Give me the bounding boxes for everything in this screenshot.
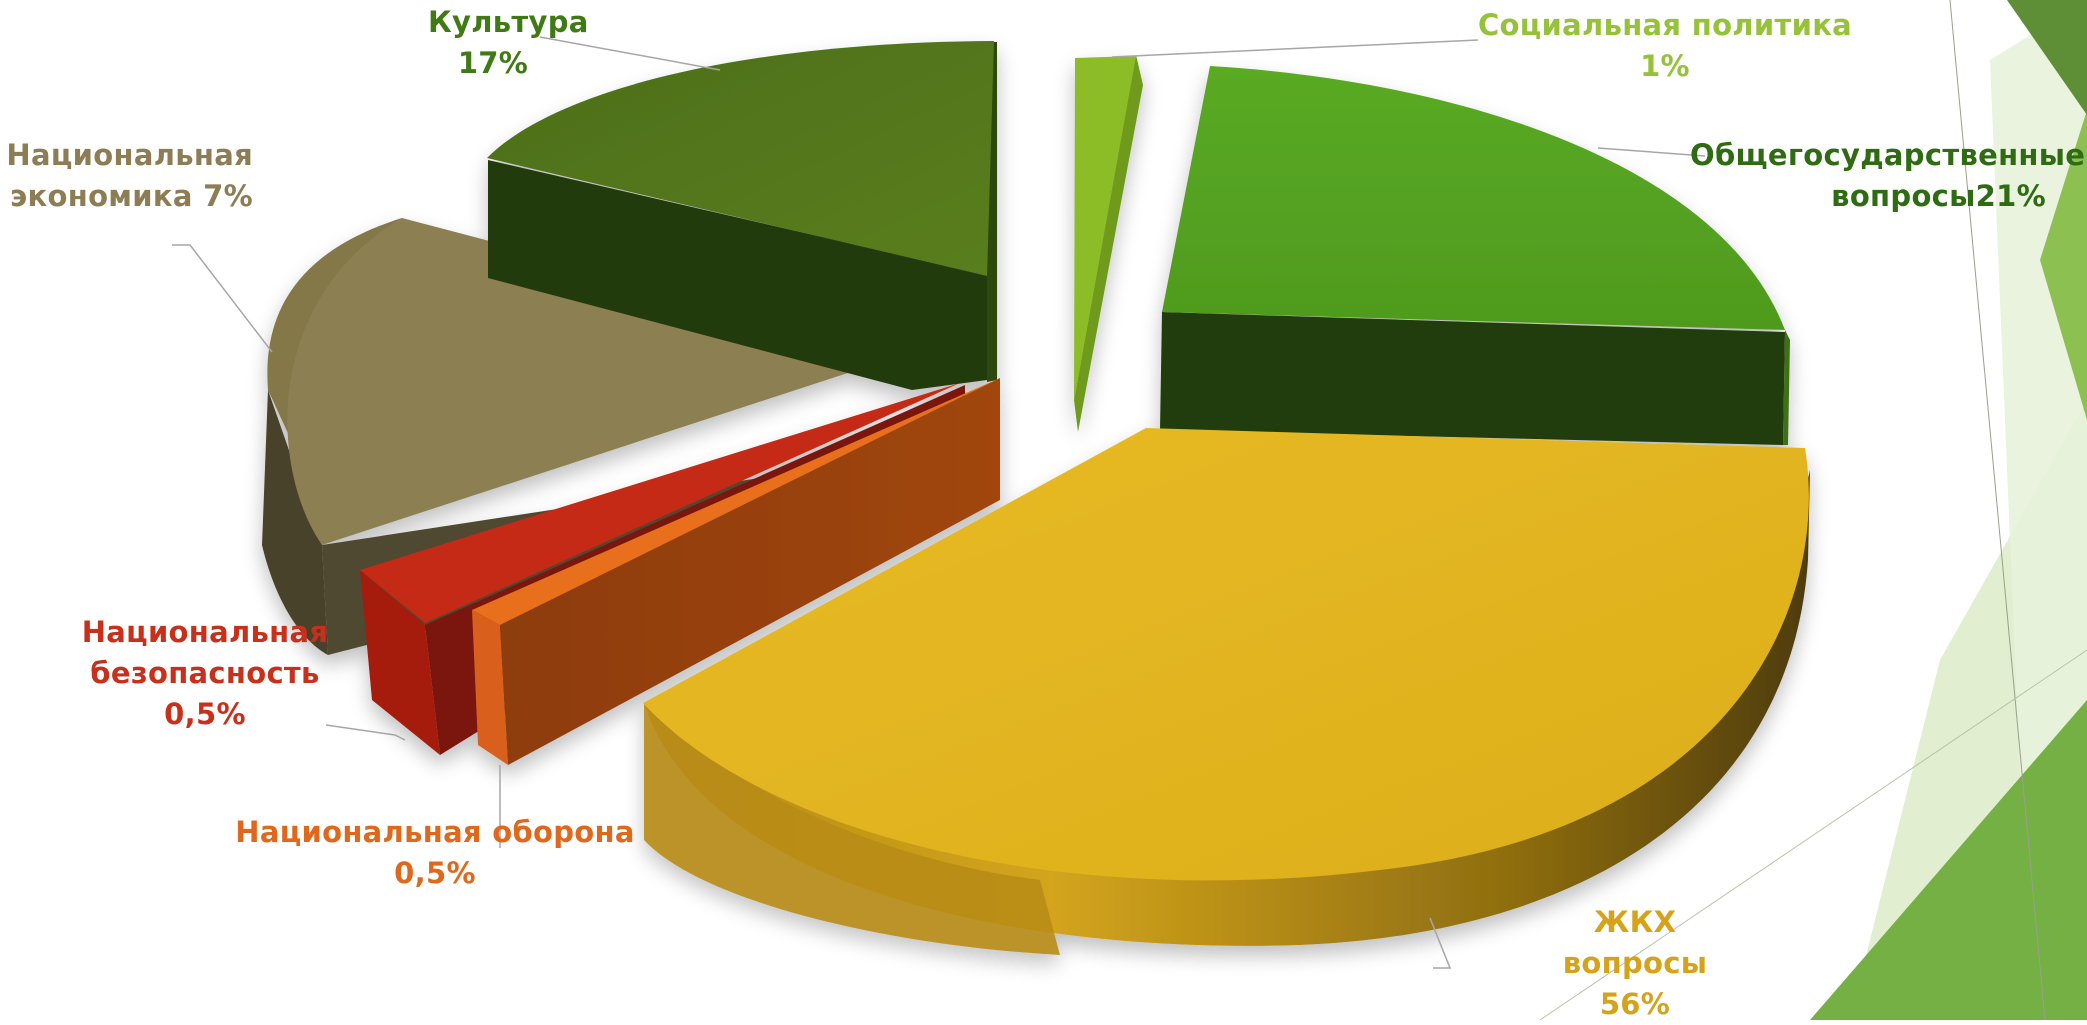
leader-line-zhkh-voprosy (1429, 917, 1452, 969)
label-kultura-line-2: 17% (457, 46, 529, 80)
label-nac-bezopasnost-line-1: Национальная (81, 615, 329, 649)
label-nac-bezopasnost-line-3: 0,5% (164, 697, 246, 731)
label-nac-bezopasnost-line-2: безопасность (90, 656, 320, 690)
leader-line-nac-economika (172, 244, 273, 353)
label-socialnaya-politika-line-1: Социальная политика (1477, 8, 1853, 42)
decor-mid-triangle (2040, 110, 2087, 420)
label-obschegos-voprosy-line-2: вопросы21% (1831, 179, 2046, 213)
slice-zhkh-voprosy-top (643, 428, 1809, 881)
label-zhkh-voprosy: ЖКХ вопросы 56% (1545, 902, 1725, 1025)
slice-obschegos-voprosy (1160, 66, 1790, 445)
label-zhkh-voprosy-line-3: 56% (1599, 987, 1671, 1021)
slice-nac-economika-side (262, 390, 328, 655)
label-nac-economika: Национальная экономика 7% (5, 135, 253, 217)
slide-decoration (1539, 0, 2087, 1020)
label-socialnaya-politika-line-2: 1% (1640, 49, 1690, 83)
slice-nac-oborona-front (472, 610, 508, 765)
label-obschegos-voprosy: Общегосударственные вопросы21% (1690, 135, 2086, 217)
slice-nac-oborona-top (472, 378, 1000, 625)
label-kultura-line-1: Культура (428, 5, 589, 39)
slice-kultura-top (487, 41, 994, 276)
label-nac-economika-line-2: экономика 7% (10, 179, 253, 213)
leader-line-kultura (539, 36, 721, 71)
slice-nac-bezopasnost-front (360, 570, 440, 755)
slice-kultura-front (488, 160, 987, 390)
slice-obschegos-voprosy-edge (1783, 330, 1790, 445)
decor-line-1 (1949, 0, 2046, 1020)
slice-kultura (487, 41, 997, 390)
slice-nac-economika-top (287, 218, 912, 545)
slice-obschegos-voprosy-top (1162, 66, 1785, 330)
leader-line-nac-bezopasnost (325, 724, 406, 741)
slice-obschegos-voprosy-side (1160, 312, 1785, 445)
decor-bottom-triangle (1810, 700, 2087, 1020)
label-zhkh-voprosy-line-1: ЖКХ (1593, 905, 1677, 939)
leader-line-obschegos-voprosy (1597, 147, 1706, 157)
slice-nac-oborona (472, 378, 1000, 765)
slice-socialnaya-politika-side (1074, 55, 1143, 432)
label-obschegos-voprosy-line-1: Общегосударственные (1690, 138, 2086, 172)
label-nac-economika-line-1: Национальная (6, 138, 253, 172)
decor-line-2 (1539, 649, 2087, 1020)
label-kultura: Культура 17% (428, 2, 589, 84)
slice-socialnaya-politika (1074, 55, 1143, 432)
label-nac-oborona-line-2: 0,5% (394, 856, 476, 890)
label-nac-bezopasnost: Национальная безопасность 0,5% (75, 612, 335, 735)
label-socialnaya-politika: Социальная политика 1% (1465, 5, 1865, 87)
leader-lines (172, 36, 1706, 969)
leader-line-socialnaya-politika (1111, 39, 1479, 58)
slice-zhkh-voprosy (643, 428, 1810, 955)
slice-nac-oborona-side (500, 378, 1000, 765)
slice-zhkh-voprosy-front (644, 702, 1060, 955)
label-nac-oborona-line-1: Национальная оборона (235, 815, 635, 849)
slice-socialnaya-politika-top (1074, 56, 1136, 400)
label-zhkh-voprosy-line-2: вопросы (1562, 946, 1708, 980)
label-nac-oborona: Национальная оборона 0,5% (225, 812, 645, 894)
decor-dark-triangle (2007, 0, 2087, 115)
slice-nac-bezopasnost-top (360, 383, 960, 623)
